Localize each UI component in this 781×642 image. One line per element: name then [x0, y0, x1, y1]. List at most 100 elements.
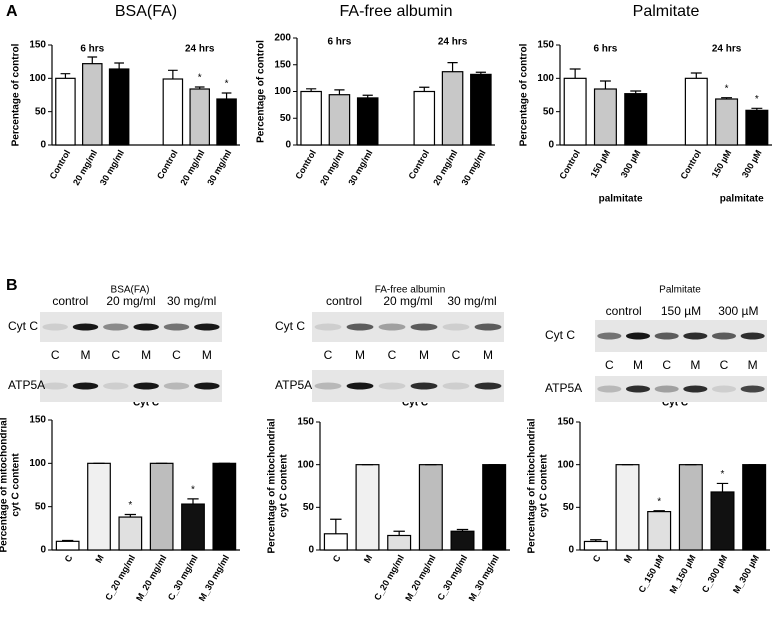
blot-band [654, 332, 679, 340]
blot-row-label: Cyt C [545, 328, 575, 342]
blot-band [314, 323, 342, 331]
blot-band [442, 323, 470, 331]
lane-label: M [690, 358, 700, 372]
y-axis-label: Percentage of control [256, 40, 267, 143]
bar [482, 464, 507, 551]
error-bar [475, 71, 486, 75]
bar [55, 77, 76, 146]
condition-label: control [52, 294, 88, 308]
blot-band [103, 323, 129, 331]
x-tick-label: 30 mg/ml [98, 148, 126, 187]
chart-title: Cyt C [402, 398, 428, 409]
x-group-label: palmitate [720, 194, 764, 205]
condition-label: 300 µM [718, 304, 758, 318]
x-group-label: palmitate [599, 194, 643, 205]
y-tick-label: 100 [29, 73, 46, 84]
error-bar [456, 528, 469, 532]
blot-row-label: Cyt C [275, 319, 305, 333]
lane-label: M [748, 358, 758, 372]
x-tick-label: C_150 µM [636, 553, 666, 594]
blot-row-label: ATP5A [275, 378, 312, 392]
panel-label: A [6, 3, 18, 20]
group-label: 24 hrs [185, 44, 215, 55]
blot-band [683, 332, 708, 340]
bar [441, 71, 464, 146]
y-axis-label: Percentage of mitochondrial [527, 418, 538, 553]
x-tick-label: M [622, 553, 634, 564]
blot-band [314, 382, 342, 390]
blot-row-label: Cyt C [8, 319, 38, 333]
x-tick-label: M [93, 553, 105, 564]
x-tick-label: 20 mg/ml [431, 148, 459, 187]
blot-band [410, 382, 438, 390]
x-tick-label: 20 mg/ml [71, 148, 99, 187]
x-tick-label: C_20 mg/ml [372, 553, 406, 602]
y-tick-label: 50 [303, 502, 315, 513]
blot-band [625, 385, 651, 393]
blot-band [378, 382, 406, 390]
bar [745, 109, 769, 146]
blot-band [194, 323, 220, 331]
lane-label: C [172, 348, 181, 362]
error-bar [62, 539, 74, 542]
condition-label: control [326, 294, 362, 308]
blot-band [72, 323, 99, 331]
blot-row-label: ATP5A [8, 378, 45, 392]
error-bar [630, 90, 642, 94]
blot-membrane [312, 370, 504, 402]
condition-label: control [606, 304, 642, 318]
bar [162, 78, 184, 146]
blot-band [711, 332, 737, 340]
x-tick-label: M [362, 553, 374, 564]
lane-label: M [81, 348, 91, 362]
blot-band [378, 323, 406, 331]
error-bar [168, 69, 178, 79]
x-tick-label: C_30 mg/ml [166, 553, 200, 602]
x-tick-label: 300 µM [740, 148, 764, 179]
bar [82, 63, 103, 146]
y-axis-label: Percentage of control [519, 43, 530, 146]
y-tick-label: 0 [308, 545, 314, 556]
panel-label: B [6, 277, 18, 294]
x-tick-label: 30 mg/ml [205, 148, 233, 187]
y-tick-label: 100 [29, 458, 46, 469]
error-bar [716, 482, 729, 492]
x-tick-label: Control [155, 148, 180, 181]
error-bar [751, 107, 763, 111]
blot-row-label: ATP5A [545, 381, 582, 395]
x-tick-label: M_20 mg/ml [134, 553, 168, 603]
group-label: 24 hrs [438, 37, 468, 48]
bar [450, 530, 475, 551]
blot-membrane [595, 320, 767, 352]
lane-label: M [141, 348, 151, 362]
blot-title: Palmitate [659, 285, 701, 296]
x-tick-label: 20 mg/ml [318, 148, 346, 187]
lane-label: C [388, 348, 397, 362]
blot-band [163, 323, 190, 331]
bar [647, 511, 672, 551]
bar [189, 88, 210, 146]
y-tick-label: 150 [537, 40, 554, 51]
chart-title: Cyt C [133, 398, 159, 409]
error-bar [87, 56, 98, 64]
y-tick-label: 50 [35, 501, 47, 512]
error-bar [124, 513, 136, 518]
blot-band [346, 382, 374, 390]
significance-marker: * [191, 485, 195, 496]
blot-band [474, 382, 502, 390]
x-tick-label: C [331, 553, 343, 564]
x-tick-label: 20 mg/ml [178, 148, 206, 187]
bar [710, 491, 735, 551]
error-bar [60, 73, 71, 79]
blot-membrane [312, 312, 504, 342]
y-tick-label: 50 [280, 113, 292, 124]
blot-membrane [40, 312, 222, 342]
bar [715, 98, 739, 146]
bar [212, 462, 237, 551]
group-label: 24 hrs [712, 44, 742, 55]
error-bar [721, 97, 733, 99]
bar [108, 68, 130, 146]
lane-label: C [51, 348, 60, 362]
x-tick-label: 300 µM [619, 148, 643, 179]
